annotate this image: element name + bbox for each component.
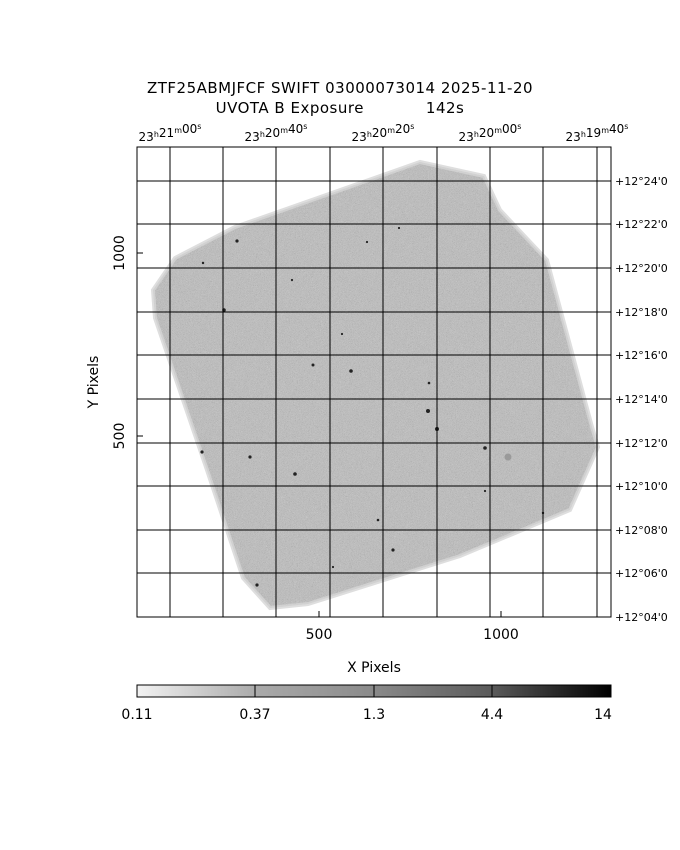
source (504, 453, 512, 461)
source (427, 381, 431, 385)
plot-title: ZTF25ABMJFCF SWIFT 03000073014 2025-11-2… (146, 79, 534, 97)
plot-frame (136, 146, 612, 618)
plot-subtitle: UVOTA B Exposure 142s (0, 99, 680, 117)
source (391, 548, 395, 552)
dec-tick-label: +12°20'0 (615, 262, 668, 275)
x-axis-label: X Pixels (347, 660, 401, 676)
colorbar-label: 0.37 (239, 707, 270, 723)
source (483, 489, 487, 493)
colorbar-label: 0.11 (121, 707, 152, 723)
source (349, 369, 353, 373)
pixel-ticks (137, 252, 502, 617)
colorbar-ticks (254, 685, 493, 697)
source (340, 332, 344, 336)
dec-tick-label: +12°14'0 (615, 393, 668, 406)
source (311, 363, 315, 367)
source (255, 583, 259, 587)
ra-tick-labels: 23h21m00s 23h20m40s 23h20m20s 23h20m00s 23h1… (139, 122, 629, 144)
x-tick-label: 1000 (483, 627, 519, 643)
source-markers (200, 226, 545, 587)
dec-tick-label: +12°12'0 (615, 437, 668, 450)
source (426, 409, 430, 413)
colorbar-label: 4.4 (481, 707, 503, 723)
ra-tick-label: 23h19m40s (566, 122, 629, 144)
source (200, 450, 204, 454)
source (331, 565, 335, 569)
colorbar-label: 14 (594, 707, 612, 723)
coordinate-grid (137, 147, 611, 617)
dec-tick-label: +12°18'0 (615, 306, 668, 319)
source (365, 240, 369, 244)
dec-tick-label: +12°22'0 (615, 218, 668, 231)
y-axis-label: Y Pixels (86, 356, 102, 410)
source (397, 226, 401, 230)
y-tick-label: 1000 (112, 235, 128, 271)
dec-tick-label: +12°10'0 (615, 480, 668, 493)
source (248, 455, 252, 459)
source (235, 239, 239, 243)
dec-tick-label: +12°24'0 (615, 175, 668, 188)
source (290, 278, 294, 282)
dec-tick-labels: +12°24'0 +12°22'0 +12°20'0 +12°18'0 +12°16'0… (615, 175, 668, 624)
filter-label: UVOTA B Exposure (215, 99, 364, 117)
source (376, 518, 380, 522)
colorbar-label: 1.3 (363, 707, 385, 723)
x-tick-label: 500 (306, 627, 333, 643)
y-tick-label: 500 (112, 423, 128, 450)
dec-tick-label: +12°04'0 (615, 611, 668, 624)
exposure-footprint (150, 159, 601, 611)
ra-tick-label: 23h20m40s (245, 122, 308, 144)
ra-tick-label: 23h20m20s (352, 122, 415, 144)
source (293, 472, 297, 476)
ra-tick-label: 23h20m00s (459, 122, 522, 144)
dec-tick-label: +12°16'0 (615, 349, 668, 362)
dec-tick-label: +12°08'0 (615, 524, 668, 537)
exposure-value: 142s (425, 99, 465, 117)
dec-tick-label: +12°06'0 (615, 567, 668, 580)
source (201, 261, 205, 265)
ra-tick-label: 23h21m00s (139, 122, 202, 144)
source (483, 446, 487, 450)
